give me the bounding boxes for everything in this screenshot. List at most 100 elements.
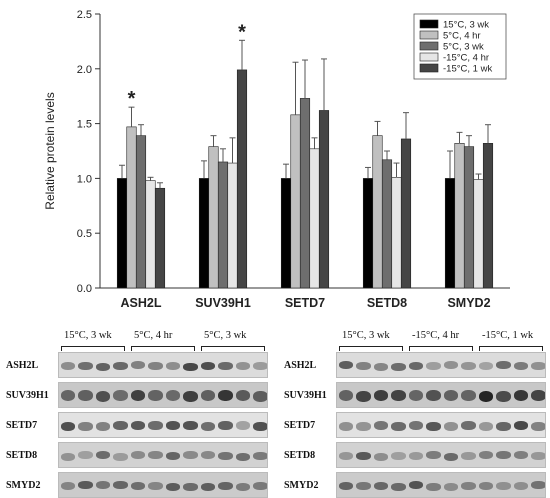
- blot-band: [391, 451, 406, 460]
- blot-band: [78, 481, 93, 490]
- bar: [236, 69, 248, 289]
- blot-band: [461, 452, 476, 461]
- blot-band: [373, 452, 388, 461]
- blot-band: [200, 361, 215, 370]
- blot-band: [183, 420, 198, 430]
- bar: [381, 159, 393, 289]
- bar: [318, 110, 330, 289]
- blot-band: [513, 389, 528, 401]
- blot-strip: [58, 442, 268, 468]
- blot-band: [113, 481, 128, 490]
- blot-row-label: ASH2L: [284, 360, 317, 371]
- blot-band: [391, 421, 406, 431]
- blot-band: [218, 481, 233, 490]
- legend-swatch: [419, 63, 439, 73]
- blot-band: [461, 361, 476, 370]
- legend-swatch: [419, 19, 439, 29]
- blot-group-bracket: [339, 346, 403, 351]
- blot-band: [183, 482, 198, 491]
- blot-band: [60, 362, 75, 371]
- y-tick-label: 0.5: [77, 228, 92, 240]
- blot-band: [113, 452, 128, 461]
- blot-strip: [336, 352, 546, 378]
- blot-band: [60, 390, 75, 402]
- blot-band: [391, 390, 406, 402]
- blot-band: [443, 482, 458, 491]
- y-tick-label: 1.5: [77, 119, 92, 131]
- bar: [362, 178, 374, 289]
- blot-band: [95, 481, 110, 490]
- blot-band: [478, 481, 493, 490]
- blot-group-bracket: [131, 346, 195, 351]
- blot-band: [338, 481, 353, 490]
- blot-group-header: -15°C, 4 hr: [412, 330, 460, 341]
- blot-band: [60, 482, 75, 491]
- bar: [280, 178, 292, 289]
- blot-band: [95, 451, 110, 460]
- blot-band: [513, 362, 528, 371]
- legend-label: 5°C, 4 hr: [443, 31, 481, 42]
- blot-row-label: SETD7: [6, 420, 38, 431]
- blot-band: [531, 389, 545, 401]
- blot-band: [373, 362, 388, 371]
- blot-band: [235, 390, 250, 402]
- blot-band: [356, 482, 371, 491]
- blot-group-bracket: [409, 346, 473, 351]
- blot-band: [478, 421, 493, 431]
- bar: [208, 146, 219, 289]
- blot-band: [426, 451, 441, 460]
- blot-band: [78, 451, 93, 460]
- blot-band: [148, 451, 163, 460]
- blot-band: [391, 362, 406, 371]
- blot-strip: [336, 382, 546, 408]
- blot-strip: [58, 472, 268, 498]
- blot-band: [200, 451, 215, 460]
- blot-band: [461, 390, 476, 402]
- y-tick-label: 2.0: [77, 64, 92, 76]
- blot-band: [253, 451, 267, 460]
- blot-band: [130, 451, 145, 460]
- bar: [116, 178, 128, 289]
- blot-band: [235, 421, 250, 431]
- bar: [290, 114, 301, 289]
- blot-band: [408, 361, 423, 370]
- blot-row-label: ASH2L: [6, 360, 39, 371]
- blot-band: [426, 422, 441, 432]
- blot-row-label: SETD8: [284, 450, 316, 461]
- blot-band: [78, 361, 93, 370]
- blot-band: [496, 361, 511, 370]
- blot-band: [78, 390, 93, 402]
- blot-band: [496, 421, 511, 431]
- bar: [299, 98, 311, 289]
- blot-band: [183, 451, 198, 460]
- blot-band: [78, 422, 93, 432]
- bar: [309, 148, 320, 289]
- blot-strip: [58, 412, 268, 438]
- blot-band: [218, 451, 233, 460]
- blot-band: [356, 451, 371, 460]
- blot-band: [478, 451, 493, 460]
- blot-strip: [336, 412, 546, 438]
- bar: [372, 135, 383, 289]
- bar: [217, 161, 229, 289]
- significance-asterisk: *: [238, 21, 246, 43]
- blot-band: [218, 390, 233, 402]
- bar: [198, 178, 210, 289]
- blot-band: [426, 482, 441, 491]
- blot-group-header: -15°C, 1 wk: [482, 330, 534, 341]
- blot-band: [338, 451, 353, 460]
- blot-group-bracket: [61, 346, 125, 351]
- blot-band: [95, 362, 110, 371]
- blot-band: [531, 481, 545, 490]
- blot-band: [531, 451, 545, 460]
- blot-band: [356, 391, 371, 403]
- blot-band: [373, 420, 388, 430]
- y-tick-label: 1.0: [77, 173, 92, 185]
- blot-band: [338, 389, 353, 401]
- x-tick-label: SETD7: [285, 296, 325, 310]
- blot-band: [373, 481, 388, 490]
- blot-band: [200, 422, 215, 432]
- blot-band: [148, 482, 163, 491]
- x-tick-label: SETD8: [367, 296, 407, 310]
- blot-band: [531, 421, 545, 431]
